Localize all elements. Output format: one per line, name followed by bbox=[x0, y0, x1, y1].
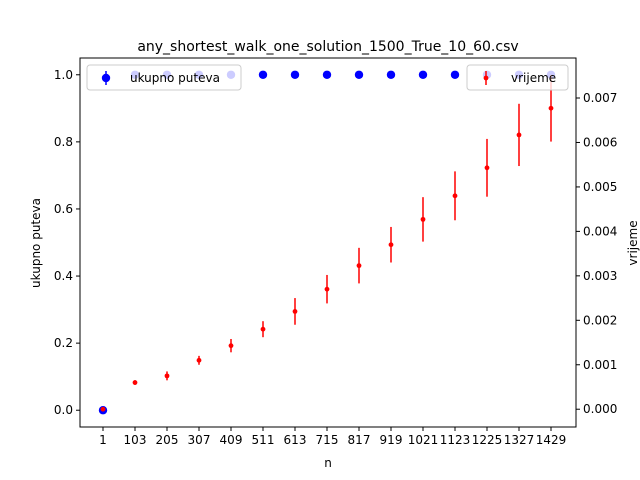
y-right-tick-label: 0.006 bbox=[583, 135, 617, 149]
legend-left-label: ukupno puteva bbox=[130, 71, 220, 85]
y-left-tick-label: 0.8 bbox=[54, 135, 73, 149]
x-tick-label: 205 bbox=[156, 433, 179, 447]
legend-left-marker bbox=[101, 73, 111, 83]
point-vrijeme bbox=[260, 326, 266, 332]
y-right-tick-label: 0.005 bbox=[583, 180, 617, 194]
x-tick-label: 1327 bbox=[504, 433, 535, 447]
y-right-tick-label: 0.001 bbox=[583, 358, 617, 372]
point-vrijeme bbox=[196, 357, 202, 363]
legend-left-box bbox=[86, 64, 242, 91]
x-tick-label: 511 bbox=[252, 433, 275, 447]
point-ukupno-puteva bbox=[354, 70, 364, 79]
x-tick-label: 1 bbox=[99, 433, 107, 447]
point-ukupno-puteva bbox=[258, 70, 268, 79]
y-axis-left-label: ukupno puteva bbox=[29, 198, 43, 288]
legend-right-marker bbox=[483, 75, 489, 81]
point-ukupno-puteva bbox=[418, 70, 428, 79]
point-vrijeme bbox=[292, 309, 298, 314]
point-vrijeme bbox=[548, 105, 554, 111]
axes-frame bbox=[79, 57, 577, 428]
y-axis-right-label: vrijeme bbox=[626, 220, 640, 265]
x-tick-label: 1225 bbox=[472, 433, 503, 447]
plot-area: 1 103 205 307 409 511 613 715 817 919 1021 1123 1225… bbox=[54, 57, 617, 447]
y-left-tick-label: 1.0 bbox=[54, 68, 73, 82]
x-tick-label: 1123 bbox=[440, 433, 471, 447]
x-tick-label: 919 bbox=[380, 433, 403, 447]
x-tick-label: 1429 bbox=[536, 433, 567, 447]
y-right-tick-label: 0.004 bbox=[583, 224, 617, 238]
point-vrijeme bbox=[100, 406, 106, 412]
x-tick-label: 613 bbox=[284, 433, 307, 447]
point-vrijeme bbox=[324, 286, 330, 292]
point-vrijeme bbox=[132, 380, 138, 385]
point-vrijeme bbox=[516, 132, 522, 138]
point-vrijeme bbox=[388, 242, 394, 248]
point-ukupno-puteva bbox=[322, 70, 332, 79]
x-axis-label: n bbox=[324, 456, 332, 470]
x-tick-label: 307 bbox=[188, 433, 211, 447]
y-left-tick-label: 0.4 bbox=[54, 269, 73, 283]
point-ukupno-puteva bbox=[290, 70, 300, 79]
x-tick-label: 103 bbox=[124, 433, 147, 447]
y-left-tick-label: 0.6 bbox=[54, 202, 73, 216]
legend-right-label: vrijeme bbox=[511, 71, 556, 85]
x-tick-label: 409 bbox=[220, 433, 243, 447]
point-ukupno-puteva bbox=[386, 70, 396, 79]
x-tick-label: 715 bbox=[316, 433, 339, 447]
point-vrijeme bbox=[420, 216, 426, 222]
y-left-tick-label: 0.0 bbox=[54, 403, 73, 417]
y-right-tick-label: 0.007 bbox=[583, 91, 617, 105]
y-right-tick-label: 0.003 bbox=[583, 269, 617, 283]
y-right-tick-label: 0.000 bbox=[583, 402, 617, 416]
point-vrijeme bbox=[228, 343, 234, 349]
y-right-tick-label: 0.002 bbox=[583, 313, 617, 327]
y-left-tick-label: 0.2 bbox=[54, 336, 73, 350]
point-vrijeme bbox=[164, 373, 170, 379]
point-ukupno-puteva bbox=[450, 70, 460, 79]
point-vrijeme bbox=[452, 193, 458, 199]
legend-right-box bbox=[466, 64, 569, 91]
chart-title: any_shortest_walk_one_solution_1500_True… bbox=[137, 39, 518, 55]
x-tick-label: 1021 bbox=[408, 433, 439, 447]
point-vrijeme bbox=[356, 263, 362, 269]
x-tick-label: 817 bbox=[348, 433, 371, 447]
point-vrijeme bbox=[484, 165, 490, 171]
